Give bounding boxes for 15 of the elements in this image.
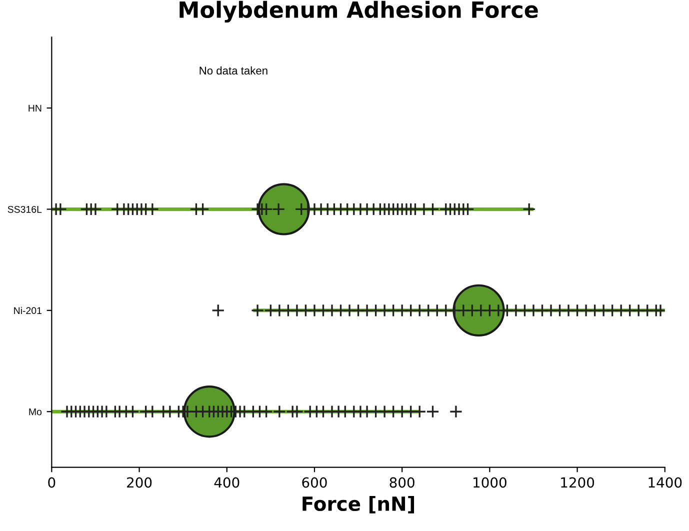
x-tick-label: 1200 — [561, 477, 594, 488]
y-tick-label: Ni-201 — [14, 306, 42, 314]
annotation: No data taken — [200, 66, 268, 75]
x-tick-label: 200 — [127, 477, 152, 488]
x-tick-label: 600 — [302, 477, 327, 488]
y-tick-label: Mo — [29, 408, 42, 416]
x-tick-label: 800 — [390, 477, 414, 488]
chart-title: Molybdenum Adhesion Force — [180, 0, 538, 23]
x-tick-label: 400 — [214, 477, 240, 488]
x-tick-label: 0 — [48, 477, 56, 488]
x-axis-title: Force [nN] — [302, 496, 414, 514]
y-tick-label: HN — [28, 104, 42, 112]
y-tick-label: SS316L — [8, 206, 42, 213]
x-tick-label: 1000 — [474, 477, 506, 488]
x-tick-label: 1400 — [648, 477, 682, 488]
